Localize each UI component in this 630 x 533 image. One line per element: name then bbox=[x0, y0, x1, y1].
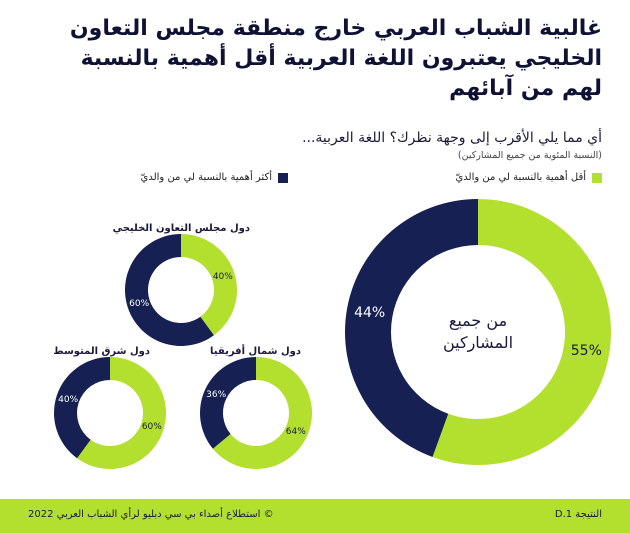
chart-question: أي مما يلي الأقرب إلى وجهة نظرك؟ اللغة ا… bbox=[302, 130, 602, 146]
legend-item-less: أقل أهمية بالنسبة لي من والديّ bbox=[455, 172, 602, 183]
slice-less-all bbox=[432, 199, 611, 465]
label-less-gcc: 40% bbox=[213, 272, 233, 282]
page-title: غالبية الشباب العربي خارج منطقة مجلس الت… bbox=[22, 14, 602, 104]
label-less-levant: 60% bbox=[142, 422, 162, 432]
label-more-all: 44% bbox=[354, 305, 385, 321]
footer-reference: النتيجة D.1 bbox=[554, 509, 602, 520]
slice-more-gcc bbox=[125, 234, 214, 347]
label-less-all: 55% bbox=[571, 343, 602, 359]
title-line: الخليجي يعتبرون اللغة العربية أقل أهمية … bbox=[80, 46, 602, 71]
donut-title-nafrica: دول شمال أفريقيا bbox=[210, 346, 301, 357]
legend-swatch-navy bbox=[278, 172, 288, 183]
donut-center-title: من جميع المشاركين bbox=[443, 311, 513, 353]
label-more-nafrica: 36% bbox=[206, 390, 226, 400]
donut-title-gcc: دول مجلس التعاون الخليجي bbox=[112, 223, 250, 234]
slice-more-levant bbox=[54, 357, 110, 459]
title-line: غالبية الشباب العربي خارج منطقة مجلس الت… bbox=[69, 16, 602, 41]
slice-less-gcc bbox=[181, 234, 238, 336]
footer-bar: © استطلاع أصداء بي سي دبليو لرأي الشباب … bbox=[0, 499, 630, 533]
label-less-nafrica: 64% bbox=[286, 427, 306, 437]
label-more-gcc: 60% bbox=[129, 299, 149, 309]
slice-less-levant bbox=[77, 357, 167, 470]
footer-copyright: © استطلاع أصداء بي سي دبليو لرأي الشباب … bbox=[28, 509, 274, 520]
legend-label-more: أكثر أهمية بالنسبة لي من والديّ bbox=[140, 172, 272, 183]
donut-charts: 55% 44% من جميع المشاركين 40% 60% 60% 40% 64% 36% bbox=[54, 199, 611, 470]
legend-swatch-green bbox=[592, 172, 602, 183]
legend-label-less: أقل أهمية بالنسبة لي من والديّ bbox=[455, 172, 586, 183]
donut-title-levant: دول شرق المتوسط bbox=[53, 346, 150, 357]
slice-less-nafrica bbox=[212, 357, 312, 470]
label-more-levant: 40% bbox=[58, 395, 78, 405]
chart-subnote: (النسبة المئوية من جميع المشاركين) bbox=[457, 150, 602, 161]
legend-item-more: أكثر أهمية بالنسبة لي من والديّ bbox=[141, 172, 288, 183]
slice-more-nafrica bbox=[200, 357, 256, 449]
title-line: لهم من آبائهم bbox=[449, 76, 602, 101]
slice-more-all bbox=[344, 199, 478, 457]
